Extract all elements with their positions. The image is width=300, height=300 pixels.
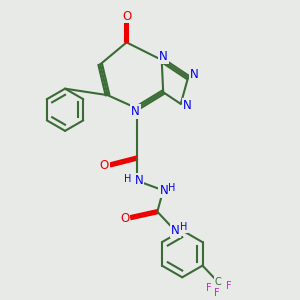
Text: N: N bbox=[159, 50, 168, 63]
Text: H: H bbox=[180, 222, 188, 232]
Text: N: N bbox=[171, 224, 180, 237]
Text: C: C bbox=[214, 277, 221, 287]
Text: N: N bbox=[183, 99, 192, 112]
Text: N: N bbox=[159, 184, 168, 197]
Text: H: H bbox=[168, 183, 175, 193]
Text: F: F bbox=[226, 281, 232, 291]
Text: F: F bbox=[214, 288, 220, 298]
Text: N: N bbox=[131, 105, 140, 118]
Text: N: N bbox=[190, 68, 199, 81]
Text: H: H bbox=[124, 174, 132, 184]
Text: O: O bbox=[120, 212, 129, 225]
Text: O: O bbox=[99, 159, 109, 172]
Text: O: O bbox=[122, 10, 131, 22]
Text: N: N bbox=[135, 174, 143, 187]
Text: F: F bbox=[206, 283, 212, 293]
